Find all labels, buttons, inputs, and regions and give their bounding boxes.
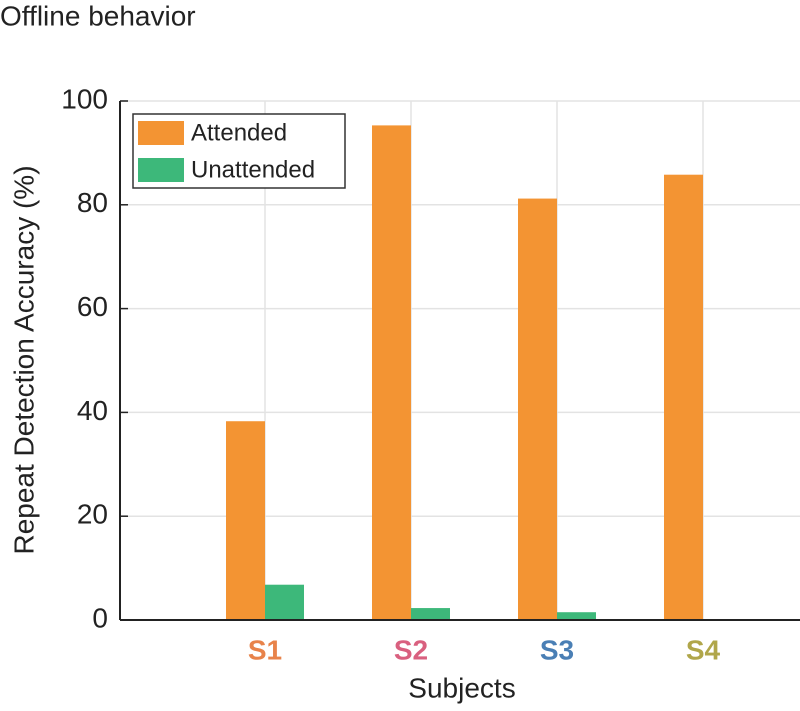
- bar: [265, 584, 304, 620]
- y-tick-label: 0: [92, 602, 108, 633]
- x-axis-label: Subjects: [408, 672, 515, 703]
- bar: [372, 125, 411, 620]
- bar: [411, 608, 450, 620]
- bar: [226, 421, 265, 620]
- y-tick-label: 60: [77, 291, 108, 322]
- legend-swatch: [138, 121, 184, 145]
- y-tick-label: 80: [77, 187, 108, 218]
- y-tick-label: 20: [77, 499, 108, 530]
- legend-swatch: [138, 158, 184, 182]
- x-tick-label: S1: [248, 634, 282, 665]
- chart-title: Offline behavior: [0, 0, 196, 31]
- bar: [664, 174, 703, 620]
- y-axis-label: Repeat Detection Accuracy (%): [8, 165, 39, 554]
- bar: [557, 612, 596, 620]
- legend-label: Attended: [191, 119, 287, 146]
- x-tick-label: S3: [540, 634, 574, 665]
- x-tick-label: S4: [686, 634, 721, 665]
- legend-label: Unattended: [191, 156, 315, 183]
- x-tick-label: S2: [394, 634, 428, 665]
- y-tick-label: 40: [77, 395, 108, 426]
- bar: [518, 198, 557, 620]
- y-tick-label: 100: [61, 83, 108, 114]
